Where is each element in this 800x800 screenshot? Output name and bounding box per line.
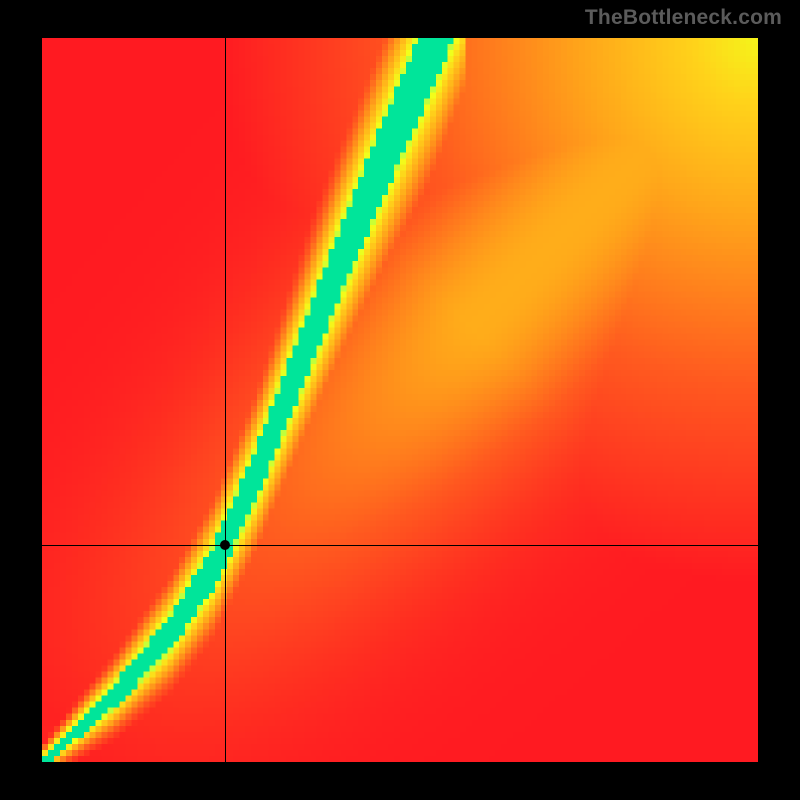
watermark-text: TheBottleneck.com	[585, 6, 782, 30]
plot-frame	[42, 38, 758, 762]
crosshair-vertical	[225, 38, 226, 762]
chart-container: TheBottleneck.com	[0, 0, 800, 800]
heatmap-canvas	[42, 38, 758, 762]
selected-point-marker	[220, 540, 230, 550]
crosshair-horizontal	[42, 545, 758, 546]
